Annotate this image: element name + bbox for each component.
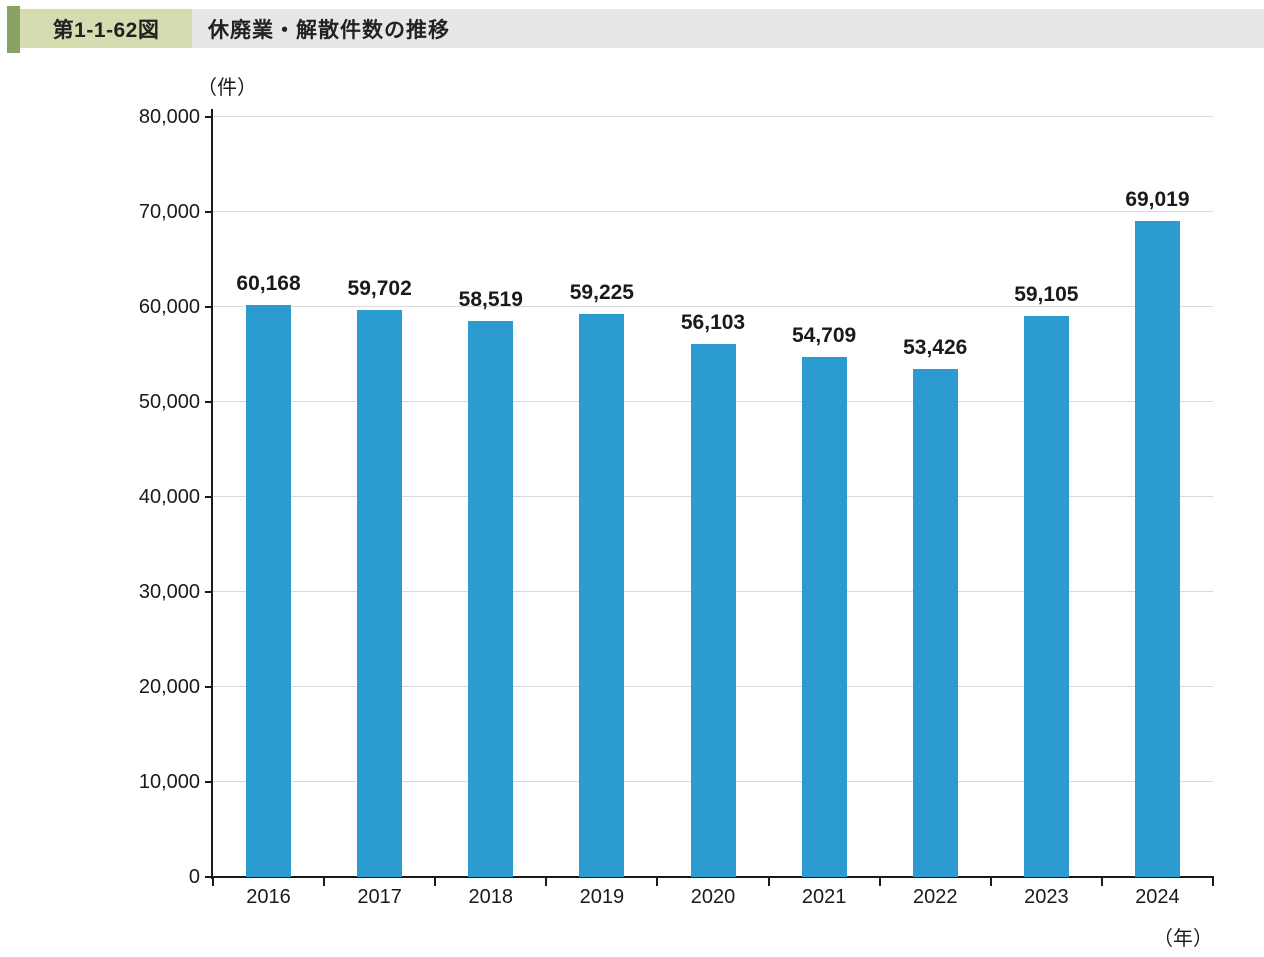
bar-2021 [801, 357, 847, 877]
y-axis-label: 10,000 [138, 771, 200, 793]
y-axis-line [211, 109, 213, 879]
x-axis-tick [1212, 878, 1214, 886]
bar-value-label: 58,519 [458, 288, 523, 312]
x-axis-category-label: 2020 [690, 886, 736, 908]
bar-2018 [468, 321, 514, 877]
y-axis-tick [205, 591, 212, 593]
y-axis-label: 70,000 [138, 201, 200, 223]
x-axis-tick [767, 878, 770, 886]
x-axis-tick [1100, 878, 1103, 886]
y-axis-label: 80,000 [138, 106, 200, 128]
x-axis-tick [323, 878, 326, 886]
x-axis-tick [212, 878, 214, 886]
bar-2016 [246, 305, 292, 877]
x-axis-category-label: 2016 [246, 886, 291, 908]
bar-value-label: 59,105 [1014, 282, 1079, 306]
figure-header: 第1-1-62図 休廃業・解散件数の推移 [20, 9, 1264, 48]
y-axis-label: 50,000 [138, 391, 200, 413]
y-axis-tick [205, 876, 212, 878]
bar-value-label: 69,019 [1125, 188, 1190, 212]
x-axis-tick [434, 878, 437, 886]
bar-value-label: 54,709 [791, 324, 857, 348]
y-axis-label: 30,000 [138, 581, 200, 603]
x-axis-category-label: 2018 [468, 886, 514, 908]
header-accent-bar [7, 6, 20, 53]
bar-value-label: 56,103 [680, 311, 746, 335]
bar-value-label: 59,225 [569, 281, 634, 305]
x-axis-category-label: 2017 [357, 886, 402, 908]
bar-2019 [579, 314, 625, 877]
x-axis-category-label: 2022 [912, 886, 958, 908]
x-axis-category-label: 2023 [1024, 886, 1069, 908]
bar-2023 [1023, 315, 1069, 877]
gridline [213, 306, 1213, 307]
gridline [213, 116, 1213, 117]
bar-2022 [912, 369, 958, 877]
y-axis-label: 20,000 [138, 676, 200, 698]
x-axis-tick [878, 878, 881, 886]
bar-value-label: 59,702 [347, 276, 412, 300]
figure-number: 第1-1-62図 [20, 9, 192, 48]
y-axis-unit-label: （件） [197, 77, 257, 99]
figure-title: 休廃業・解散件数の推移 [208, 18, 450, 42]
x-axis-category-label: 2019 [579, 886, 625, 908]
x-axis-line [211, 876, 1214, 878]
x-axis-tick [656, 878, 659, 886]
y-axis-label: 60,000 [138, 296, 200, 318]
x-axis-unit-label: （年） [1153, 928, 1213, 950]
x-axis-tick [545, 878, 548, 886]
y-axis-tick [205, 116, 212, 118]
y-axis-tick [205, 781, 212, 783]
bar-2024 [1134, 221, 1180, 877]
x-axis-category-label: 2021 [801, 886, 847, 908]
bar-value-label: 53,426 [903, 336, 968, 360]
y-axis-tick [205, 686, 212, 688]
y-axis-label: 0 [188, 866, 200, 888]
y-axis-tick [205, 306, 212, 308]
bar-2020 [690, 344, 736, 877]
x-axis-category-label: 2024 [1135, 886, 1180, 908]
x-axis-tick [989, 878, 992, 886]
gridline [213, 211, 1213, 212]
y-axis-label: 40,000 [138, 486, 200, 508]
bar-2017 [357, 309, 403, 877]
y-axis-tick [205, 211, 212, 213]
y-axis-tick [205, 401, 212, 403]
y-axis-tick [205, 496, 212, 498]
bar-value-label: 60,168 [236, 272, 301, 296]
